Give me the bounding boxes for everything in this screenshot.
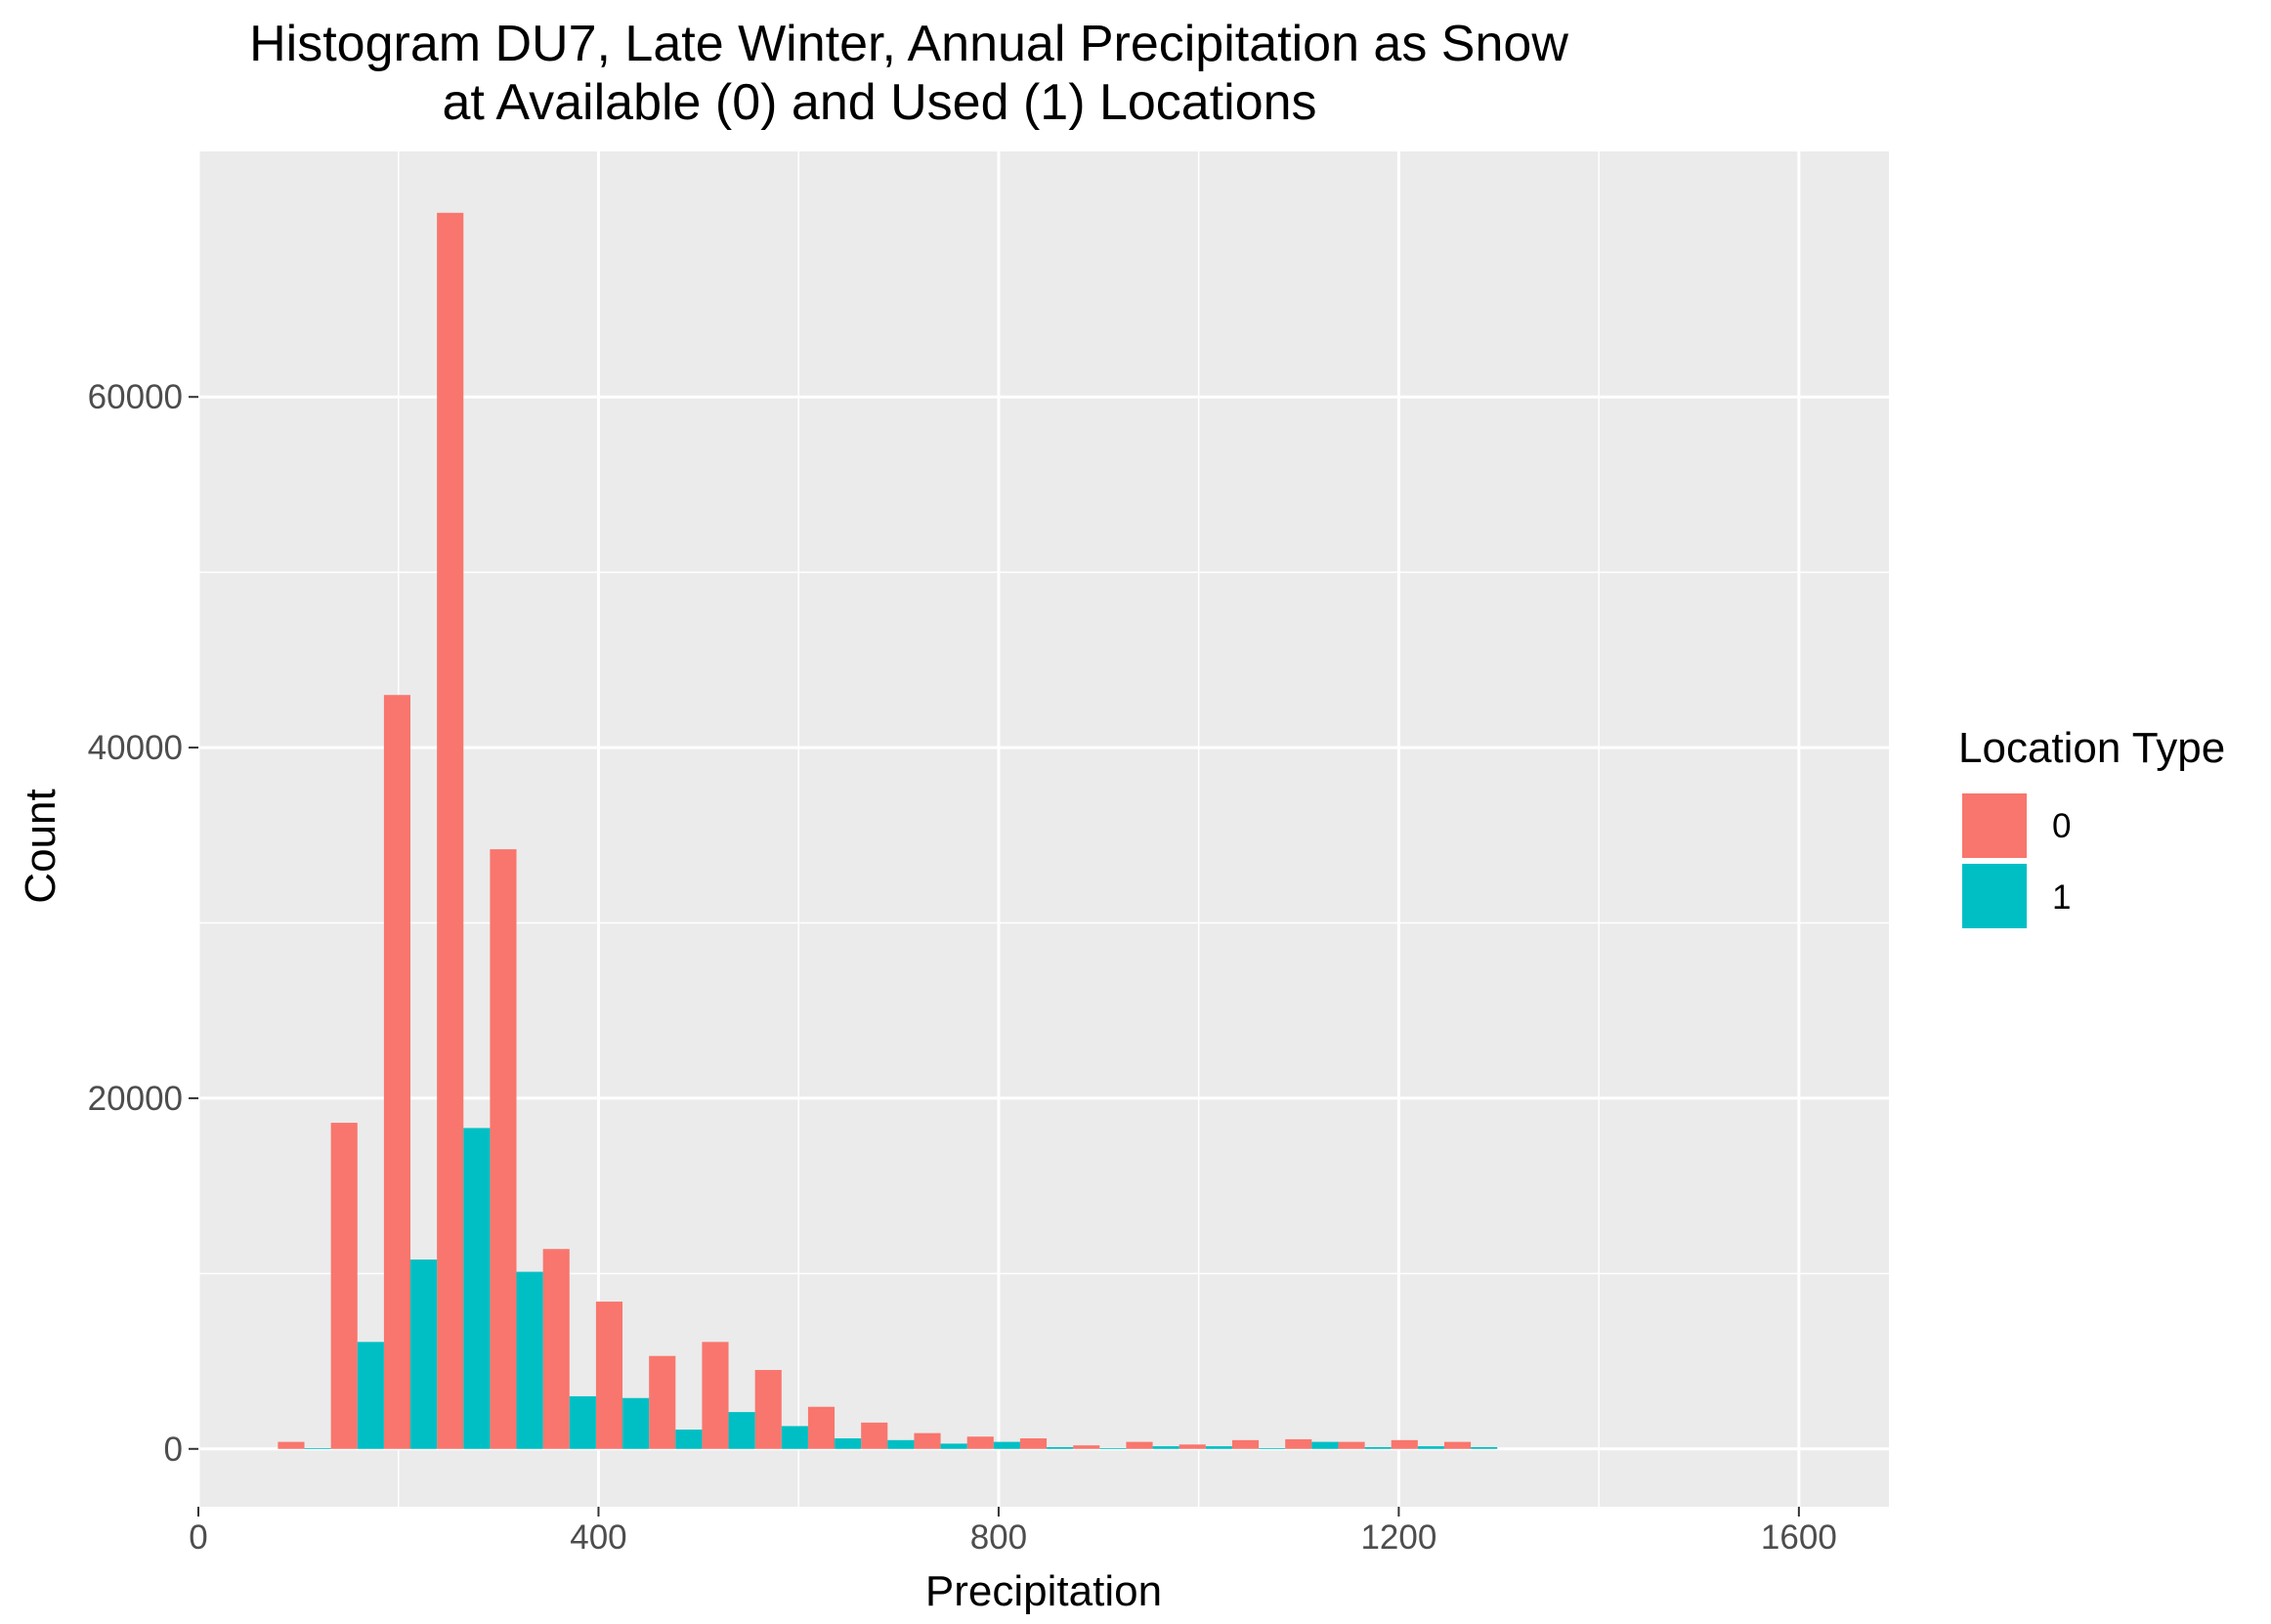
bar-series-1 xyxy=(887,1439,915,1449)
bar-series-0 xyxy=(966,1436,994,1449)
bar-series-1 xyxy=(835,1438,862,1449)
bar-series-1 xyxy=(1471,1446,1498,1449)
bar-series-0 xyxy=(383,695,411,1449)
bar-series-0 xyxy=(861,1422,888,1449)
bar-series-1 xyxy=(675,1430,703,1449)
bar-series-1 xyxy=(569,1395,596,1449)
chart-title-line1: Histogram DU7, Late Winter, Annual Preci… xyxy=(249,16,1568,72)
bar-series-0 xyxy=(278,1441,305,1449)
major-gridlines xyxy=(196,151,1889,1507)
bar-series-0 xyxy=(1338,1441,1365,1449)
bar-series-1 xyxy=(357,1342,384,1449)
legend-swatch-0 xyxy=(1962,793,2027,858)
bar-series-0 xyxy=(437,212,464,1449)
chart-title-line2: at Available (0) and Used (1) Locations xyxy=(442,74,1316,131)
bar-series-0 xyxy=(330,1123,358,1449)
bar-series-1 xyxy=(728,1412,755,1449)
bar-series-1 xyxy=(1099,1447,1127,1449)
bar-series-0 xyxy=(1178,1444,1206,1449)
bar-series-0 xyxy=(1391,1439,1418,1449)
bar-series-1 xyxy=(1417,1446,1444,1449)
y-axis-title: Count xyxy=(17,789,64,903)
bar-series-1 xyxy=(1311,1441,1339,1449)
bar-series-0 xyxy=(1443,1441,1472,1449)
legend-label-1: 1 xyxy=(2052,878,2071,917)
y-tick-label: 0 xyxy=(164,1431,183,1469)
x-tick-label: 1600 xyxy=(1761,1518,1837,1557)
bar-series-0 xyxy=(914,1432,941,1449)
bar-series-1 xyxy=(1047,1446,1074,1449)
x-tick-label: 400 xyxy=(570,1518,626,1557)
bar-series-1 xyxy=(1205,1446,1232,1449)
bar-series-0 xyxy=(1285,1438,1312,1449)
bar-series-1 xyxy=(1364,1446,1392,1449)
bar-series-0 xyxy=(649,1355,676,1449)
y-tick-label: 20000 xyxy=(88,1080,183,1118)
y-tick-label: 60000 xyxy=(88,378,183,416)
bar-series-1 xyxy=(1259,1447,1286,1449)
bar-series-1 xyxy=(940,1443,967,1449)
x-tick-label: 0 xyxy=(189,1518,207,1557)
y-tick-label: 40000 xyxy=(88,729,183,767)
bar-series-0 xyxy=(1231,1439,1260,1449)
bar-series-1 xyxy=(516,1271,543,1449)
bar-series-0 xyxy=(754,1370,782,1449)
x-axis-title: Precipitation xyxy=(925,1567,1162,1615)
bars-group xyxy=(278,212,1498,1449)
minor-gridlines xyxy=(198,151,1889,1507)
legend: Location Type 0 1 xyxy=(1958,724,2225,928)
legend-title: Location Type xyxy=(1958,724,2225,772)
bar-series-1 xyxy=(781,1426,808,1449)
bar-series-1 xyxy=(410,1260,438,1449)
bar-series-0 xyxy=(702,1342,729,1449)
bar-series-0 xyxy=(1126,1441,1153,1449)
bar-series-0 xyxy=(490,849,517,1449)
legend-swatch-1 xyxy=(1962,864,2027,928)
x-tick-label: 800 xyxy=(970,1518,1027,1557)
bar-series-0 xyxy=(807,1406,836,1449)
bar-series-0 xyxy=(595,1302,623,1449)
bar-series-1 xyxy=(622,1397,650,1449)
bar-series-0 xyxy=(1019,1438,1048,1449)
x-tick-label: 1200 xyxy=(1360,1518,1436,1557)
bar-series-0 xyxy=(542,1249,570,1449)
bar-series-1 xyxy=(463,1128,491,1449)
axes-group: 0 400 800 1200 1600 0 20000 40000 60000 xyxy=(88,378,1837,1557)
bar-series-1 xyxy=(993,1441,1020,1449)
legend-label-0: 0 xyxy=(2052,807,2071,845)
bar-series-1 xyxy=(1152,1446,1179,1449)
bar-series-0 xyxy=(1073,1445,1100,1449)
bar-series-1 xyxy=(304,1447,331,1449)
